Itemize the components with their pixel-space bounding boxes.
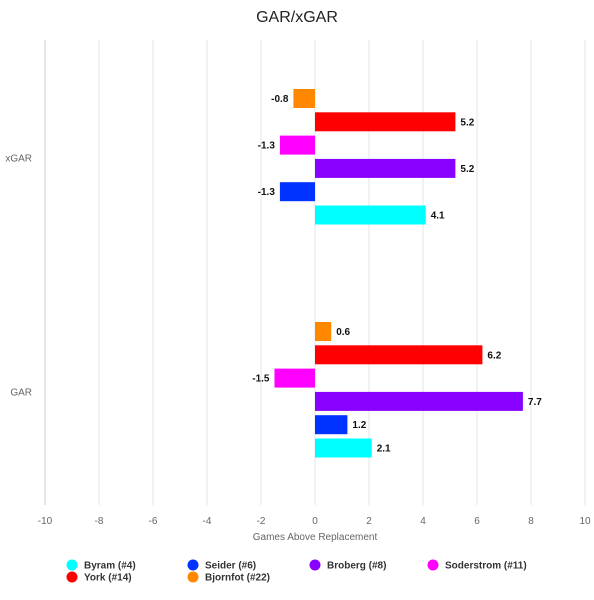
category-label: GAR	[10, 388, 32, 399]
category-labels: xGAR GAR	[5, 154, 32, 399]
x-tick-labels: -10 -8 -6 -4 -2 0 2 4 6 8 10	[38, 516, 591, 527]
data-label: 2.1	[377, 444, 391, 455]
chart-title: GAR/xGAR	[256, 9, 338, 26]
grid	[44, 40, 586, 505]
x-tick-label: -10	[38, 516, 53, 527]
legend-item[interactable]: Bjornfot (#22)	[187, 571, 271, 584]
x-tick-label: -8	[95, 516, 104, 527]
bar[interactable]	[293, 89, 315, 108]
x-tick-label: -6	[149, 516, 158, 527]
data-label: -1.3	[258, 141, 276, 152]
legend-label: Broberg (#8)	[327, 561, 386, 572]
legend-label: Byram (#4)	[84, 561, 136, 572]
data-label: -1.3	[258, 187, 276, 198]
x-tick-label: 2	[366, 516, 372, 527]
bar[interactable]	[279, 135, 315, 155]
data-label: -1.5	[252, 374, 270, 385]
legend-marker	[66, 559, 78, 571]
legend-item[interactable]: Soderstrom (#11)	[427, 559, 527, 572]
data-label: 7.7	[528, 397, 542, 408]
data-label: 6.2	[487, 350, 501, 361]
x-tick-label: -4	[203, 516, 212, 527]
bar[interactable]	[315, 112, 456, 132]
data-labels: -0.8 5.2 -1.3 5.2 -1.3 4.1 0.6 6.2 -1.5 7.7 1.2 2.1	[252, 94, 542, 455]
x-axis-title: Games Above Replacement	[253, 532, 378, 543]
bars	[274, 89, 523, 458]
x-tick-label: 10	[579, 516, 591, 527]
bar[interactable]	[274, 368, 316, 388]
x-tick-label: 6	[474, 516, 480, 527]
legend[interactable]: Byram (#4) Seider (#6) Broberg (#8) Soderst…	[66, 559, 527, 584]
legend-marker	[309, 559, 321, 571]
legend-item[interactable]: Byram (#4)	[66, 559, 136, 572]
data-label: 1.2	[352, 420, 366, 431]
legend-marker	[187, 559, 199, 571]
legend-item[interactable]: York (#14)	[66, 571, 132, 584]
x-tick-label: 4	[420, 516, 426, 527]
x-tick-label: -2	[257, 516, 266, 527]
legend-item[interactable]: Seider (#6)	[187, 559, 257, 572]
bar[interactable]	[315, 391, 523, 411]
bar[interactable]	[315, 345, 483, 365]
data-label: 5.2	[460, 117, 474, 128]
legend-marker	[187, 571, 199, 583]
x-tick-label: 8	[528, 516, 534, 527]
data-label: 0.6	[336, 327, 350, 338]
category-label: xGAR	[5, 154, 32, 165]
legend-item[interactable]: Broberg (#8)	[309, 559, 387, 572]
bar[interactable]	[315, 158, 456, 178]
legend-label: York (#14)	[84, 573, 132, 584]
legend-label: Bjornfot (#22)	[205, 573, 270, 584]
data-label: 5.2	[460, 164, 474, 175]
legend-label: Seider (#6)	[205, 561, 256, 572]
bar[interactable]	[279, 182, 315, 202]
legend-marker	[66, 571, 78, 583]
bar[interactable]	[315, 415, 348, 435]
x-tick-label: 0	[312, 516, 318, 527]
bar[interactable]	[315, 205, 426, 225]
data-label: 4.1	[431, 211, 445, 222]
data-label: -0.8	[271, 94, 289, 105]
legend-label: Soderstrom (#11)	[445, 561, 527, 572]
bar[interactable]	[315, 438, 372, 458]
bar[interactable]	[315, 322, 332, 341]
legend-marker	[427, 559, 439, 571]
